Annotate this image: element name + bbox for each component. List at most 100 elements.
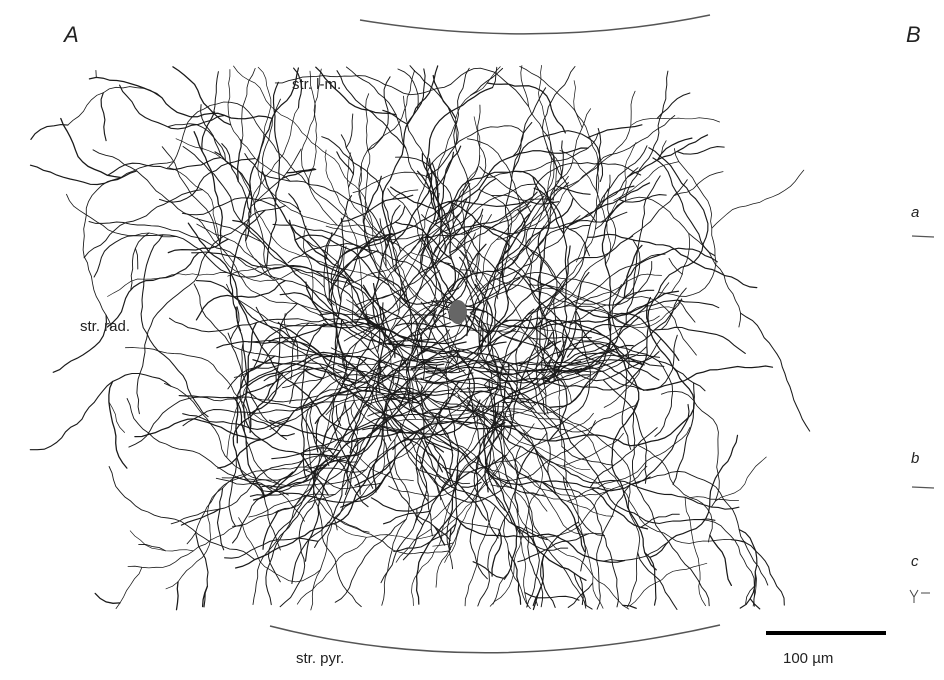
panel-b-label-a: a [911, 204, 920, 221]
neurite-branch [412, 407, 521, 535]
neurite-branch [618, 194, 667, 203]
neurite-branch [396, 408, 480, 422]
neurite-branch [385, 234, 428, 241]
neurite-branch [496, 208, 526, 266]
neurite-branch [457, 307, 572, 403]
neurite-branch [478, 188, 513, 278]
neurite-branch [628, 179, 688, 240]
neurite-branch [416, 515, 451, 542]
neurite-branch [343, 235, 424, 289]
neurite-branch [366, 76, 391, 152]
neurite-branch [235, 355, 276, 444]
neurite-branch [136, 205, 286, 415]
neurite-branch [447, 201, 511, 247]
neurite-branch [453, 67, 478, 291]
neurite-branch [469, 65, 555, 301]
neurite-branch [654, 360, 674, 437]
neurite-branch [279, 500, 316, 608]
neurite-branch [449, 208, 484, 254]
neurite-branch [231, 312, 447, 544]
neurite-branch [434, 145, 462, 225]
neurite-branch [653, 326, 746, 354]
neurite-branch [477, 413, 630, 610]
neurite-branch [265, 359, 431, 606]
neurite-branch [739, 603, 747, 609]
neurite-branch [362, 427, 425, 434]
neurite-branch [524, 592, 580, 601]
scale-bar-label: 100 µm [783, 650, 834, 667]
neurite-branch [538, 316, 547, 338]
neurite-branch [586, 233, 758, 289]
neurite-branch [262, 510, 279, 550]
neurite-branch [372, 359, 407, 493]
neurite-branch [410, 341, 467, 371]
neurite-branch [714, 456, 767, 502]
neurite-branch [324, 195, 353, 301]
neurite-branch [411, 367, 599, 414]
neurite-branch [128, 359, 428, 448]
neurite-branch [452, 346, 493, 414]
panel-b-boundary-a [911, 235, 935, 238]
neurite-branch [632, 399, 710, 607]
neurite-branch [343, 270, 440, 362]
neurite-branch [257, 66, 421, 301]
neurite-branch [478, 121, 533, 440]
neurite-branch [126, 398, 274, 493]
neurite-branch [115, 566, 143, 609]
neurite-branch [689, 496, 739, 501]
neurite-branch [382, 109, 408, 125]
neurite-branch [486, 82, 566, 134]
neurite-branch [381, 437, 424, 526]
neurite-branch [336, 151, 354, 175]
neurite-branch [541, 245, 571, 316]
neurite-branch [394, 382, 456, 396]
neurite-branch [657, 137, 693, 161]
neurite-branch [415, 385, 429, 502]
neurite-branch [415, 421, 504, 605]
neurite-branch [340, 134, 355, 188]
neurite-branch [475, 280, 485, 356]
neurite-branch [172, 66, 232, 126]
neurite-branch [108, 401, 125, 433]
neurite-branch [711, 169, 805, 229]
neurite-branch [52, 314, 107, 373]
neurite-branch [422, 434, 444, 473]
neurite-branch [108, 380, 128, 469]
neurite-branch [438, 256, 468, 314]
neurite-branch [387, 188, 461, 373]
neurite-branch [628, 299, 683, 328]
neurite-branch [562, 432, 624, 467]
neurite-branch [546, 332, 553, 347]
neurite-branch [478, 455, 651, 492]
neurite-branch [315, 66, 397, 116]
neurite-branch [415, 468, 471, 485]
neurite-branch [591, 488, 649, 530]
neurite-branch [457, 309, 657, 571]
neurite-branch [381, 374, 385, 389]
neurite-branch [433, 454, 441, 483]
neurite-branch [322, 400, 355, 467]
neurite-branch [548, 201, 624, 409]
neurite-branch [490, 296, 696, 447]
neurite-branch [448, 528, 452, 551]
neurite-branch [485, 187, 568, 413]
neurite-branch [226, 383, 249, 458]
neurite-branch [402, 475, 453, 561]
neurite-branch [524, 317, 565, 359]
neurite-branch [391, 189, 419, 200]
neurite-branch [224, 537, 319, 559]
neurite-branch [498, 308, 535, 391]
neurite-branch [676, 146, 725, 155]
neurite-branch [403, 436, 453, 477]
neurite-branch [554, 344, 634, 382]
panel-b-gamma-glyph [909, 589, 930, 603]
neurite-branch [613, 161, 680, 201]
neurite-branch [709, 534, 733, 587]
neurite-branch [168, 123, 226, 162]
neurite-branch [175, 581, 179, 611]
neurite-branch [406, 214, 483, 328]
neurite-branch [469, 66, 600, 332]
neurite-branch [229, 209, 266, 332]
neurite-branch [180, 508, 221, 526]
neurite-branch [602, 115, 676, 158]
